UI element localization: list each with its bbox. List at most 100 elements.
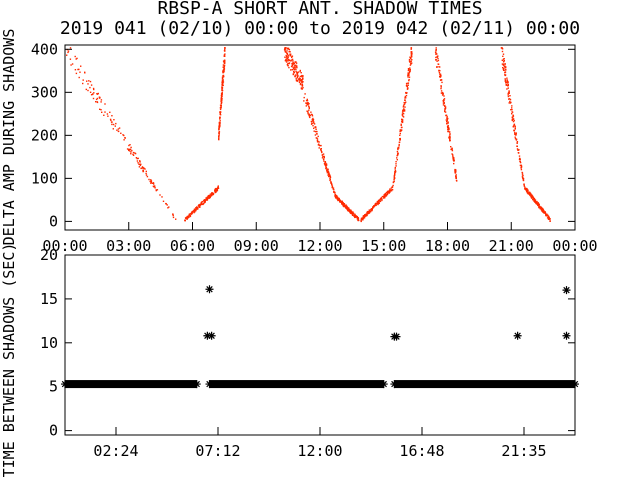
data-point — [196, 206, 198, 208]
data-point — [140, 167, 142, 170]
data-point — [455, 170, 457, 172]
data-point — [345, 207, 348, 210]
shadow-series-5 — [335, 194, 360, 222]
data-point — [440, 75, 442, 78]
data-point — [307, 113, 309, 115]
data-point — [529, 192, 532, 194]
data-point — [100, 99, 103, 101]
data-point — [203, 201, 205, 203]
data-point — [313, 123, 316, 125]
data-point — [151, 182, 153, 184]
data-point — [531, 196, 533, 198]
data-point — [222, 71, 224, 73]
data-point — [220, 105, 222, 107]
data-point — [435, 52, 437, 55]
data-point — [446, 119, 448, 121]
data-point — [383, 196, 385, 198]
data-point — [219, 114, 222, 116]
data-point — [130, 146, 132, 149]
star-marker — [205, 380, 214, 389]
data-point — [367, 213, 369, 215]
data-point — [287, 56, 289, 58]
data-point — [204, 200, 206, 202]
data-point — [534, 200, 536, 203]
data-point — [377, 201, 379, 204]
data-point — [285, 58, 287, 61]
data-point — [504, 64, 506, 66]
y-tick-label: 0 — [49, 212, 58, 230]
data-point — [99, 108, 101, 110]
data-point — [205, 197, 207, 200]
data-point — [381, 195, 384, 198]
data-point — [155, 189, 157, 191]
data-point — [330, 180, 332, 183]
data-point — [394, 173, 396, 176]
data-point — [502, 53, 505, 55]
data-point — [352, 213, 354, 215]
data-point — [296, 79, 299, 82]
data-point — [513, 124, 515, 126]
data-point — [356, 216, 358, 218]
data-point — [128, 149, 130, 152]
data-point — [135, 157, 138, 159]
data-point — [339, 200, 342, 203]
data-point — [437, 63, 440, 65]
data-point — [197, 205, 200, 207]
data-point — [370, 209, 372, 211]
data-point — [448, 137, 450, 139]
data-point — [325, 164, 327, 167]
data-point — [201, 200, 204, 203]
data-point — [501, 59, 503, 61]
data-point — [291, 62, 293, 65]
data-point — [507, 95, 510, 98]
data-point — [539, 208, 542, 210]
data-point — [112, 128, 114, 130]
data-point — [396, 159, 398, 161]
data-point — [122, 134, 124, 136]
data-point — [219, 120, 221, 122]
data-point — [527, 190, 529, 192]
data-point — [295, 78, 297, 80]
data-point — [289, 54, 292, 57]
data-point — [293, 63, 296, 65]
data-point — [200, 201, 203, 203]
data-point — [446, 123, 448, 125]
data-point — [447, 124, 449, 127]
data-point — [346, 208, 348, 210]
data-point — [203, 199, 206, 201]
data-point — [320, 148, 322, 150]
data-point — [335, 194, 337, 197]
data-point — [336, 197, 339, 199]
data-point — [410, 60, 412, 62]
data-point — [440, 85, 442, 87]
data-point — [329, 174, 331, 176]
data-point — [291, 69, 293, 71]
data-point — [403, 103, 405, 106]
data-point — [440, 79, 443, 81]
data-point — [512, 125, 514, 128]
data-point — [449, 134, 451, 136]
data-point — [206, 199, 208, 201]
data-point — [447, 121, 449, 123]
data-point — [221, 84, 223, 86]
y-tick-label: 10 — [40, 334, 58, 352]
data-point — [543, 212, 546, 214]
data-point — [109, 111, 111, 113]
data-point — [310, 111, 312, 113]
data-point — [448, 135, 451, 138]
data-point — [96, 97, 99, 100]
data-point — [343, 204, 345, 206]
data-point — [210, 195, 212, 197]
data-point — [365, 215, 367, 217]
data-point — [455, 176, 457, 178]
bottom-x-axis: 02:24 07:12 12:00 16:48 21:35 — [93, 427, 547, 460]
data-point — [313, 130, 315, 132]
data-point — [506, 79, 508, 81]
x-tick-label: 00:00 — [42, 237, 87, 255]
data-point — [503, 58, 505, 60]
shadow-series-6 — [360, 186, 394, 223]
data-point — [451, 147, 453, 149]
data-point — [502, 64, 505, 66]
data-point — [455, 175, 457, 177]
data-point — [145, 172, 147, 175]
